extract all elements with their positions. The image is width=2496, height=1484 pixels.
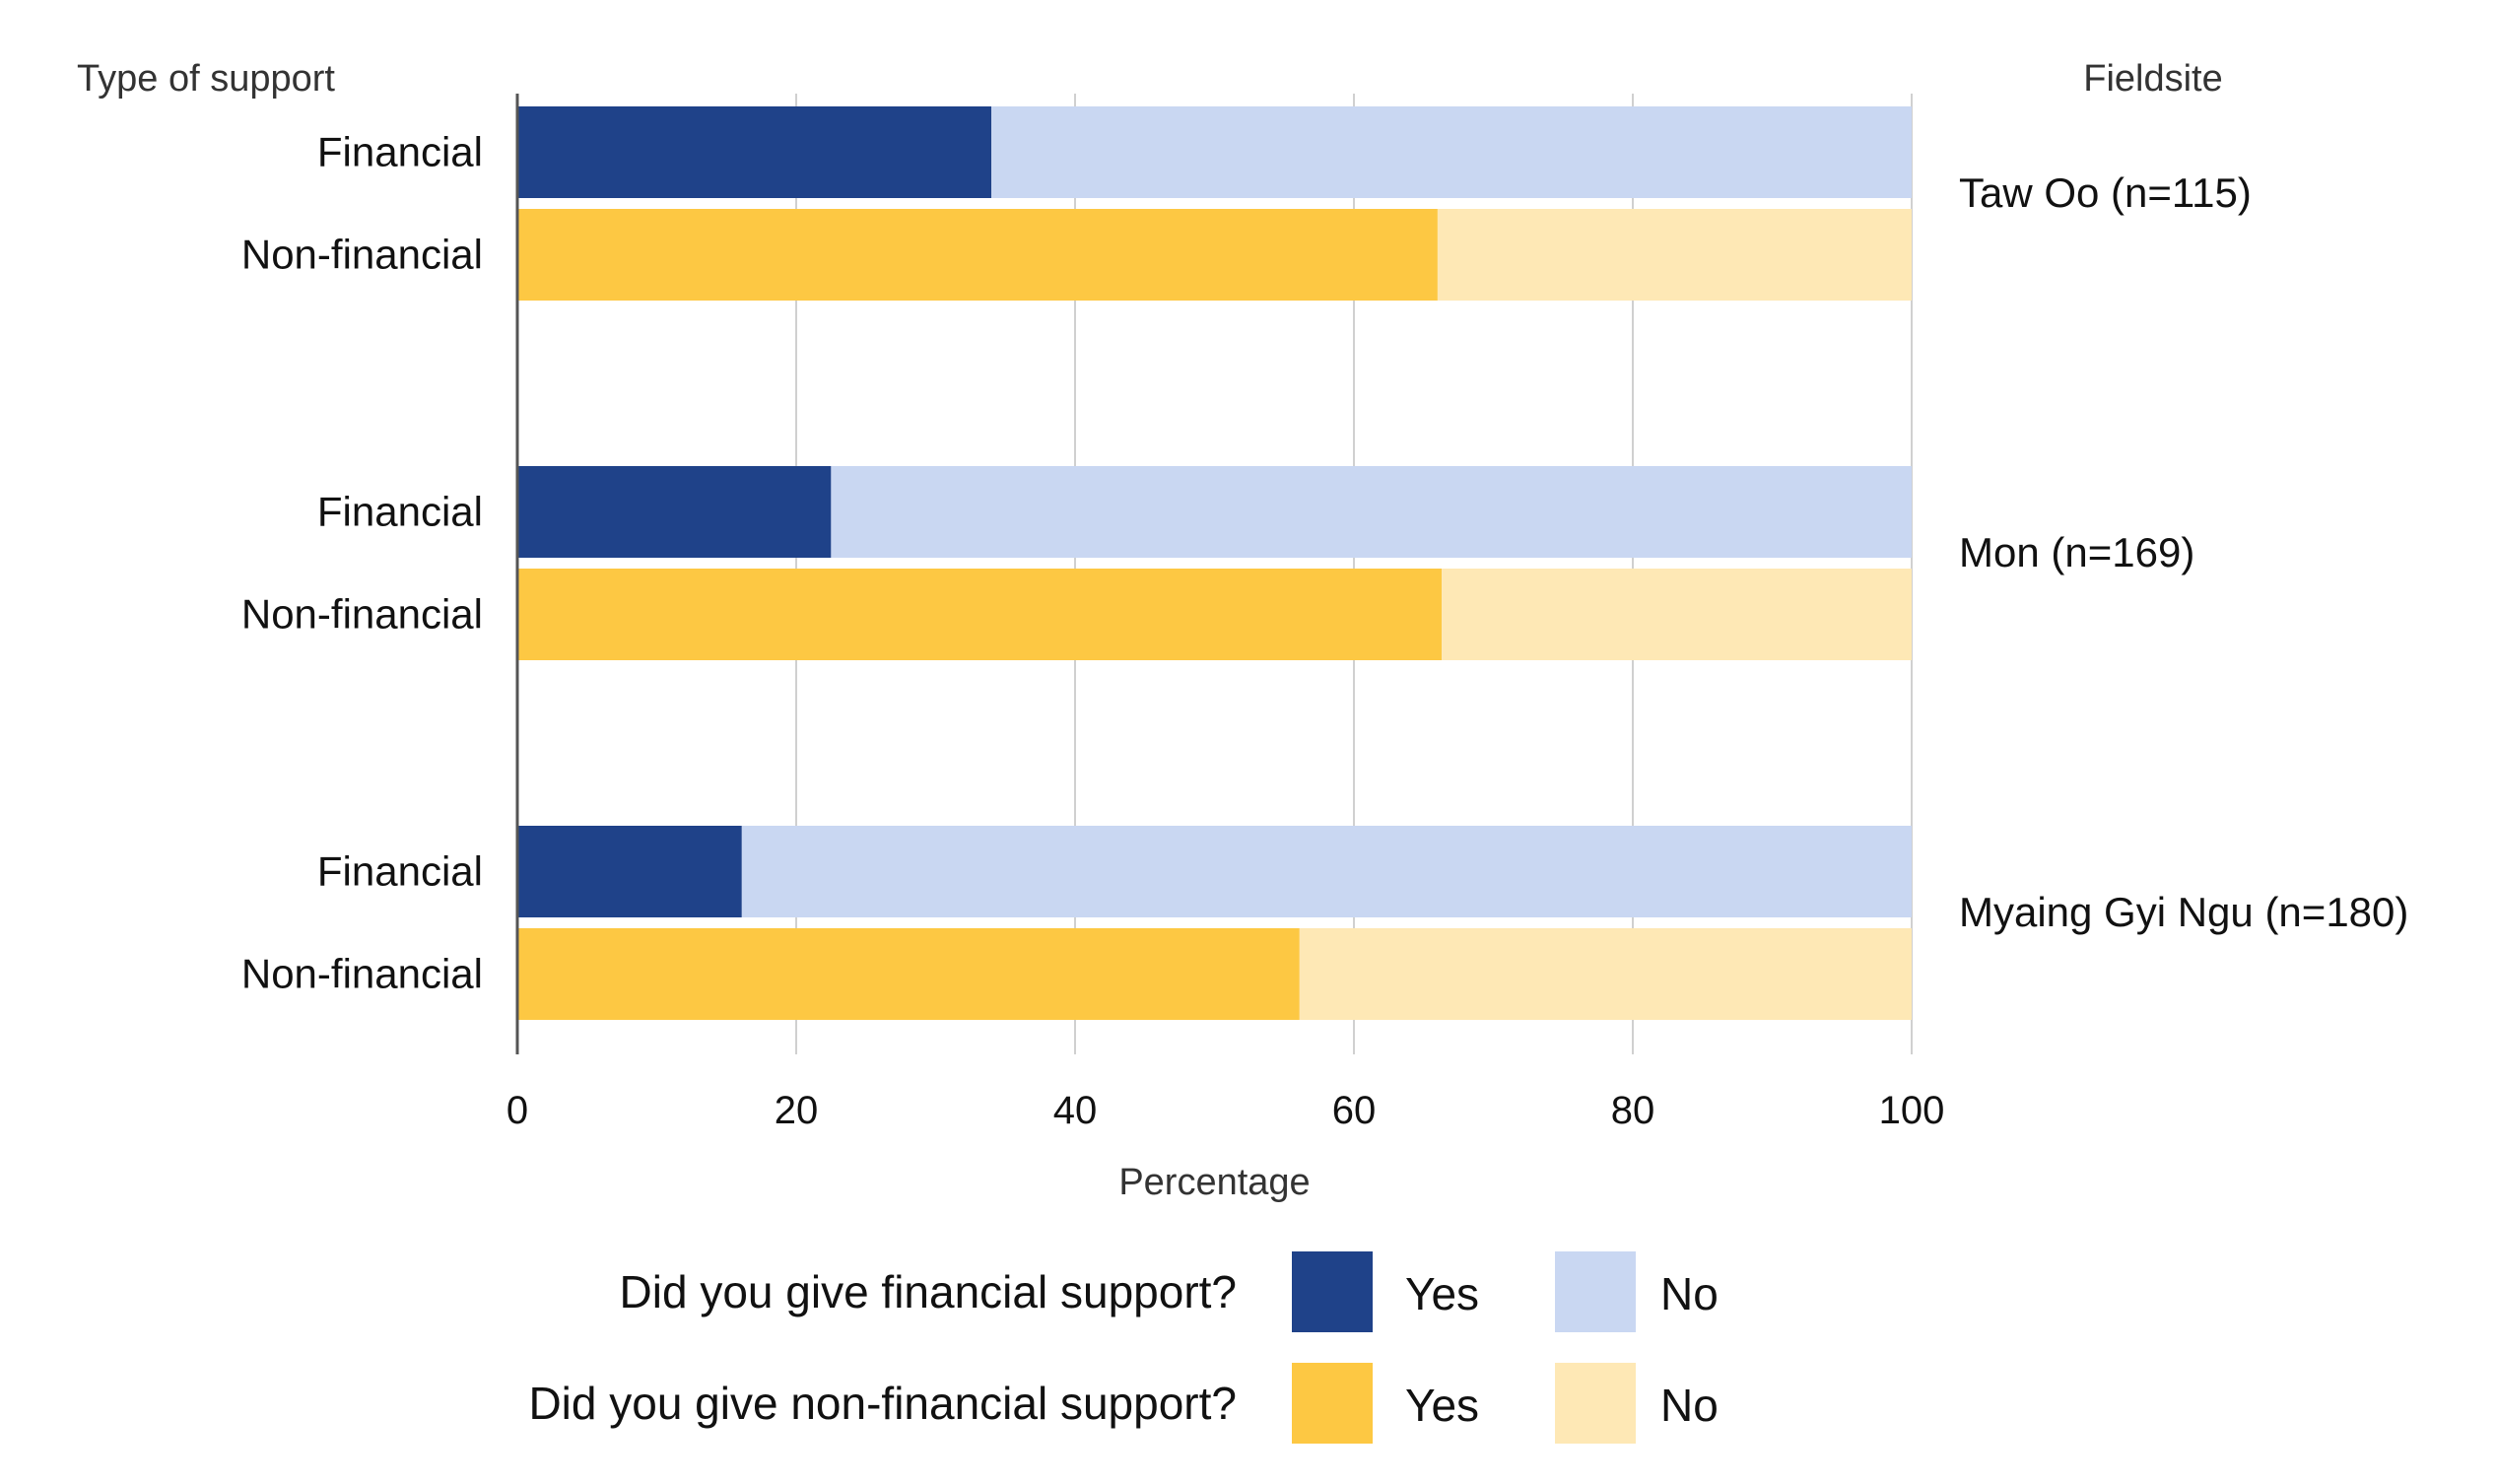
bar-segment-yes (517, 466, 832, 558)
category-label: Financial (317, 489, 483, 535)
bar-segment-no (991, 106, 1912, 198)
x-tick-label: 40 (1053, 1089, 1098, 1132)
bar-segment-yes (517, 928, 1300, 1020)
bar-segment-yes (517, 209, 1438, 301)
bar-segment-no (741, 826, 1913, 917)
category-label: Non-financial (241, 951, 483, 997)
legend-label-yes: Yes (1405, 1380, 1479, 1431)
legend-label-no: No (1660, 1268, 1719, 1319)
legend-swatch-yes (1292, 1251, 1373, 1332)
category-label: Non-financial (241, 591, 483, 638)
legend-swatch-no (1555, 1251, 1636, 1332)
right-header: Fieldsite (2083, 58, 2223, 100)
legend-label-no: No (1660, 1380, 1719, 1431)
category-label: Non-financial (241, 232, 483, 278)
bar-segment-no (1299, 928, 1912, 1020)
legend-label-yes: Yes (1405, 1268, 1479, 1319)
legend-question: Did you give non-financial support? (528, 1378, 1237, 1429)
x-tick-label: 0 (506, 1089, 528, 1132)
bar-segment-yes (517, 826, 742, 917)
fieldsite-label: Myaing Gyi Ngu (n=180) (1959, 889, 2408, 935)
bar-segment-no (1437, 209, 1912, 301)
fieldsite-label: Taw Oo (n=115) (1959, 169, 2252, 216)
legend-question: Did you give financial support? (620, 1266, 1237, 1317)
legend-swatch-no (1555, 1363, 1636, 1444)
bar-segment-no (831, 466, 1912, 558)
x-tick-label: 80 (1611, 1089, 1655, 1132)
bar-segment-yes (517, 106, 992, 198)
bars (517, 106, 1913, 1020)
x-tick-labels: 0 20 40 60 80 100 (506, 1089, 1945, 1132)
legend-swatch-yes (1292, 1363, 1373, 1444)
x-axis-title: Percentage (1118, 1162, 1310, 1203)
legend: Did you give financial support? Yes No Did … (528, 1251, 1719, 1444)
labels: Type of support Fieldsite Percentage Fin… (77, 58, 2408, 1203)
x-tick-label: 100 (1879, 1089, 1945, 1132)
category-label: Financial (317, 129, 483, 175)
x-tick-label: 20 (775, 1089, 819, 1132)
left-header: Type of support (77, 58, 335, 100)
bar-segment-yes (517, 569, 1443, 660)
x-tick-label: 60 (1332, 1089, 1377, 1132)
bar-segment-no (1442, 569, 1912, 660)
category-label: Financial (317, 848, 483, 895)
fieldsite-label: Mon (n=169) (1959, 529, 2194, 575)
